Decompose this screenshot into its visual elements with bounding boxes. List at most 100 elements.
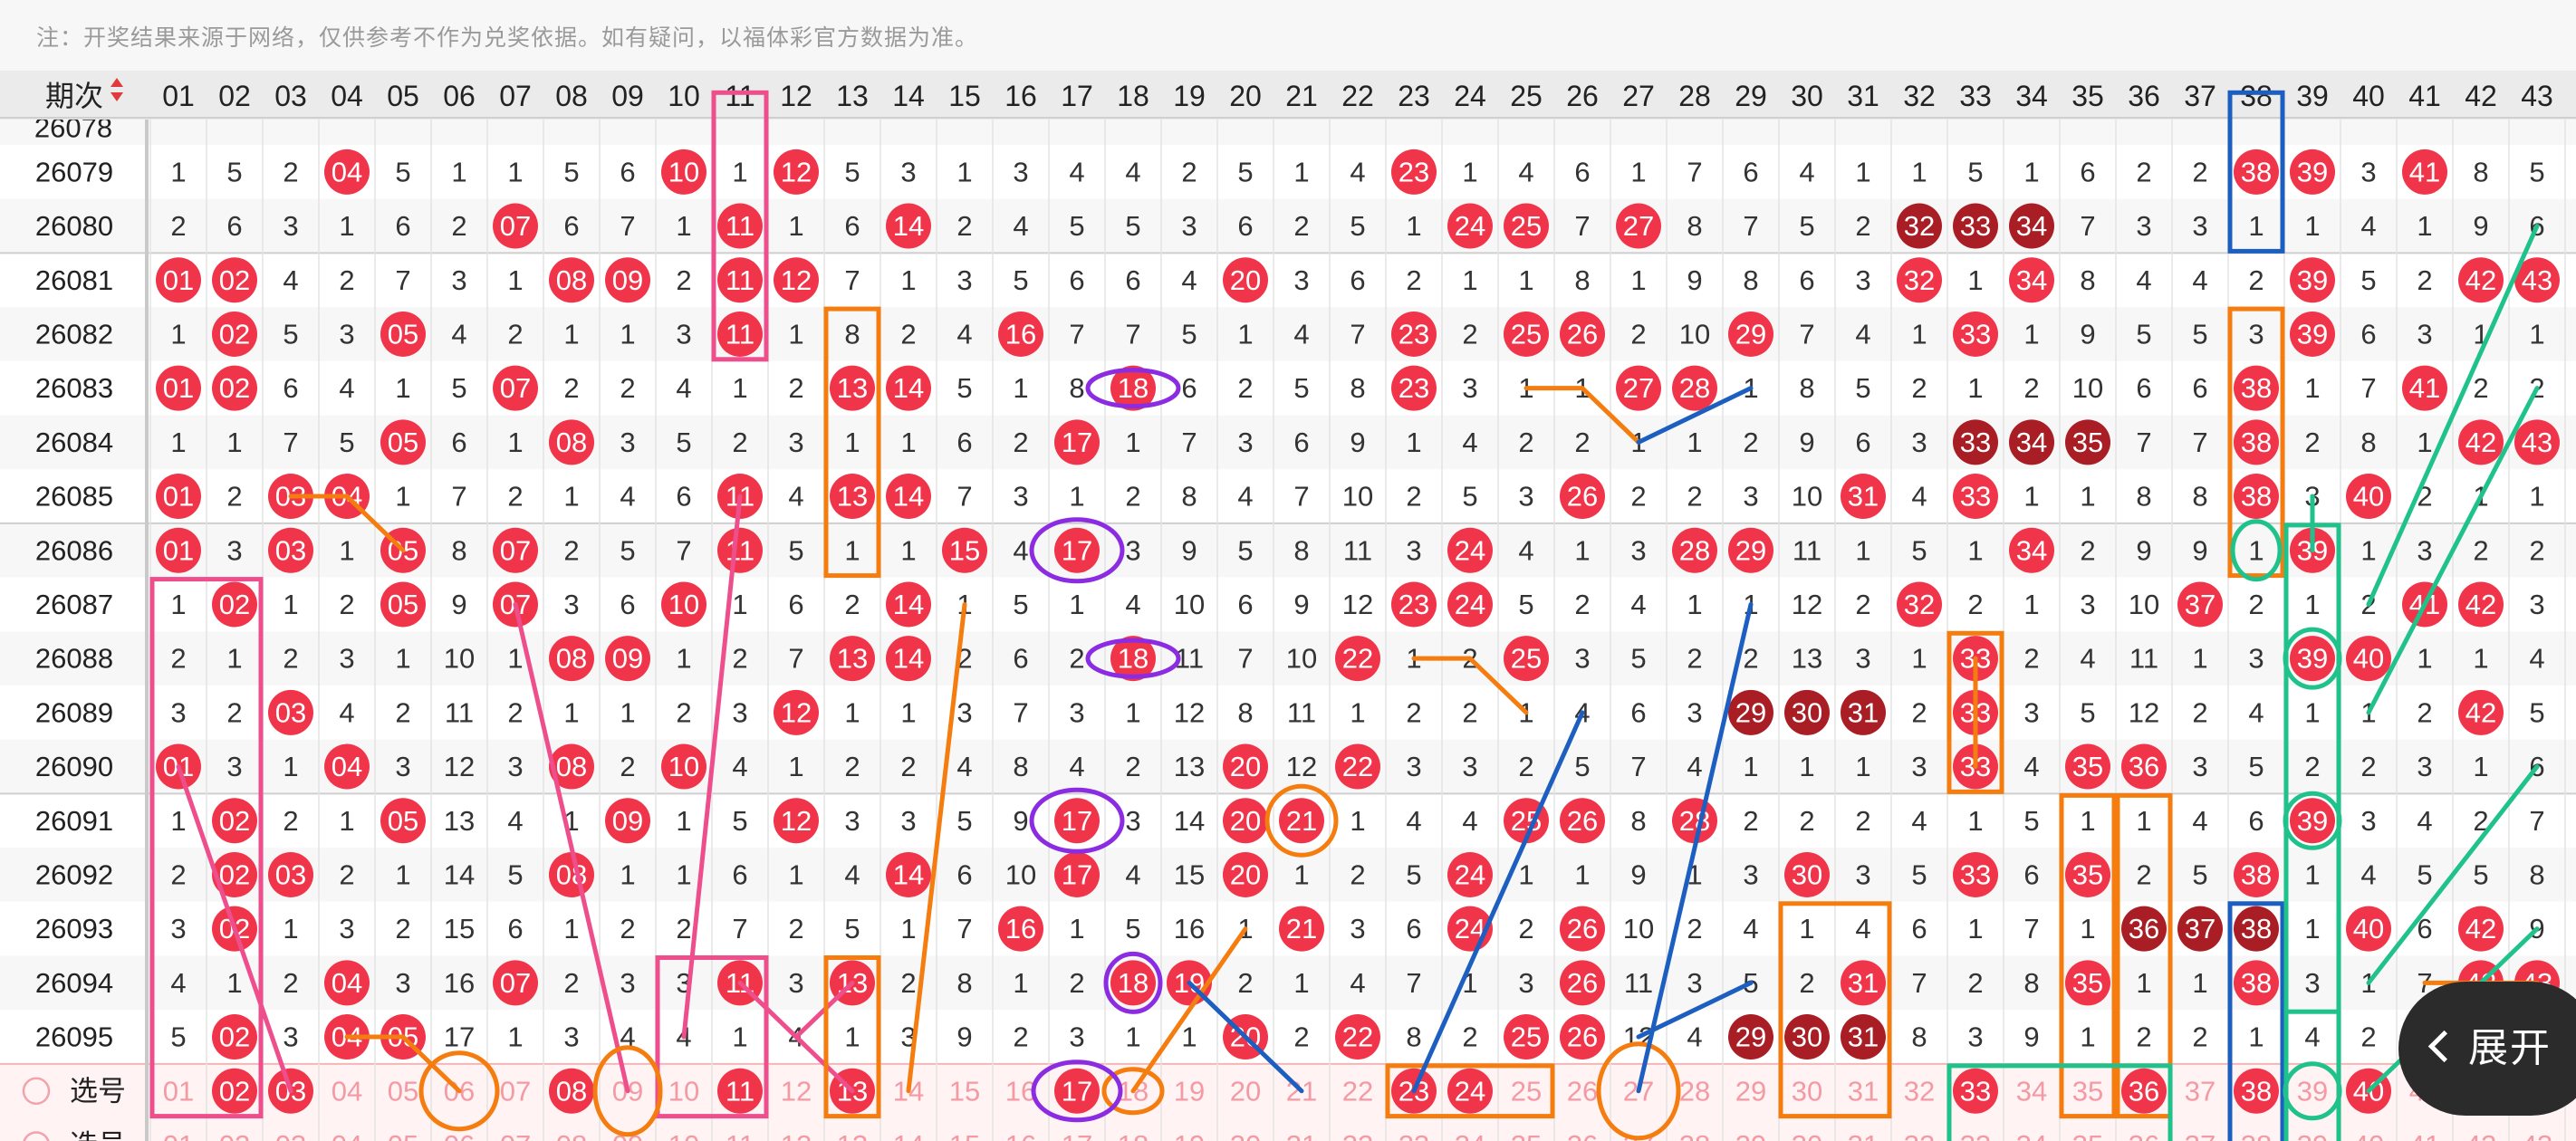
number-ball[interactable] <box>1841 960 1886 1006</box>
number-ball[interactable] <box>2290 257 2335 303</box>
select-number[interactable]: 17 <box>1062 1075 1092 1107</box>
select-number[interactable]: 22 <box>1342 1129 1373 1141</box>
select-ball[interactable] <box>1953 1068 1998 1114</box>
number-ball[interactable] <box>1504 311 1549 357</box>
select-number[interactable]: 35 <box>2072 1075 2103 1107</box>
number-ball[interactable] <box>1953 419 1998 465</box>
number-ball[interactable] <box>2402 365 2447 411</box>
select-number[interactable]: 24 <box>1455 1129 1485 1141</box>
number-ball[interactable] <box>1447 851 1493 897</box>
number-ball[interactable] <box>1672 798 1717 844</box>
number-ball[interactable] <box>1054 419 1100 465</box>
select-number[interactable]: 39 <box>2297 1129 2328 1141</box>
select-number[interactable]: 33 <box>1960 1075 1991 1107</box>
select-number[interactable]: 19 <box>1174 1129 1205 1141</box>
number-ball[interactable] <box>2234 419 2279 465</box>
select-radio[interactable] <box>23 1131 50 1141</box>
number-ball[interactable] <box>493 527 538 573</box>
number-ball[interactable] <box>2009 419 2054 465</box>
number-ball[interactable] <box>324 149 370 195</box>
number-ball[interactable] <box>1447 527 1493 573</box>
number-ball[interactable] <box>1447 581 1493 628</box>
number-ball[interactable] <box>1728 689 1773 735</box>
number-ball[interactable] <box>1504 1014 1549 1060</box>
number-ball[interactable] <box>2458 689 2504 735</box>
sort-down-icon[interactable] <box>111 92 123 101</box>
number-ball[interactable] <box>1560 1014 1605 1060</box>
number-ball[interactable] <box>1841 474 1886 520</box>
number-ball[interactable] <box>1672 527 1717 573</box>
select-number[interactable]: 05 <box>388 1075 418 1107</box>
select-number[interactable]: 13 <box>837 1129 868 1141</box>
number-ball[interactable] <box>1784 1014 1830 1060</box>
number-ball[interactable] <box>2346 636 2391 682</box>
number-ball[interactable] <box>774 689 819 735</box>
number-ball[interactable] <box>830 474 875 520</box>
number-ball[interactable] <box>493 203 538 249</box>
number-ball[interactable] <box>2065 960 2110 1006</box>
select-number[interactable]: 43 <box>2522 1129 2552 1141</box>
number-ball[interactable] <box>156 474 201 520</box>
number-ball[interactable] <box>717 257 763 303</box>
number-ball[interactable] <box>886 365 931 411</box>
number-ball[interactable] <box>549 743 594 790</box>
select-number[interactable]: 37 <box>2185 1129 2216 1141</box>
select-number[interactable]: 24 <box>1455 1075 1485 1107</box>
number-ball[interactable] <box>1223 798 1268 844</box>
select-number[interactable]: 01 <box>163 1129 194 1141</box>
number-ball[interactable] <box>2290 149 2335 195</box>
number-ball[interactable] <box>1560 311 1605 357</box>
select-number[interactable]: 32 <box>1904 1129 1935 1141</box>
number-ball[interactable] <box>2234 906 2279 952</box>
number-ball[interactable] <box>1616 203 1661 249</box>
number-ball[interactable] <box>1391 311 1437 357</box>
number-ball[interactable] <box>2346 474 2391 520</box>
number-ball[interactable] <box>886 636 931 682</box>
number-ball[interactable] <box>661 743 706 790</box>
number-ball[interactable] <box>212 257 257 303</box>
number-ball[interactable] <box>2009 527 2054 573</box>
number-ball[interactable] <box>605 798 650 844</box>
number-ball[interactable] <box>661 149 706 195</box>
number-ball[interactable] <box>1841 1014 1886 1060</box>
number-ball[interactable] <box>998 906 1043 952</box>
select-ball[interactable] <box>212 1068 257 1114</box>
number-ball[interactable] <box>1223 851 1268 897</box>
select-number[interactable]: 15 <box>949 1075 980 1107</box>
select-number[interactable]: 25 <box>1511 1129 1542 1141</box>
number-ball[interactable] <box>156 257 201 303</box>
select-number[interactable]: 38 <box>2241 1129 2272 1141</box>
number-ball[interactable] <box>212 798 257 844</box>
select-ball[interactable] <box>2234 1068 2279 1114</box>
select-number[interactable]: 26 <box>1567 1075 1598 1107</box>
select-radio[interactable] <box>22 1077 51 1105</box>
select-number[interactable]: 10 <box>668 1129 699 1141</box>
number-ball[interactable] <box>1616 365 1661 411</box>
select-number[interactable]: 31 <box>1848 1129 1879 1141</box>
select-number[interactable]: 12 <box>781 1129 812 1141</box>
trend-chart[interactable]: 26078 26079 1 5 2 04 5 1 1 5 6 10 1 12 5 3 1 3 4 4 2 5 1 4 23 1 4 6… <box>0 71 2576 1141</box>
number-ball[interactable] <box>717 311 763 357</box>
select-ball[interactable] <box>1447 1068 1493 1114</box>
select-number[interactable]: 02 <box>219 1129 250 1141</box>
number-ball[interactable] <box>1504 203 1549 249</box>
number-ball[interactable] <box>380 419 426 465</box>
select-number[interactable]: 35 <box>2072 1129 2103 1141</box>
number-ball[interactable] <box>2290 311 2335 357</box>
number-ball[interactable] <box>1784 851 1830 897</box>
number-ball[interactable] <box>212 365 257 411</box>
number-ball[interactable] <box>1897 581 1942 628</box>
number-ball[interactable] <box>1560 960 1605 1006</box>
number-ball[interactable] <box>268 689 313 735</box>
select-number[interactable]: 37 <box>2185 1075 2216 1107</box>
select-number[interactable]: 05 <box>388 1129 418 1141</box>
select-number[interactable]: 31 <box>1848 1075 1879 1107</box>
select-number[interactable]: 07 <box>500 1075 531 1107</box>
number-ball[interactable] <box>2177 906 2223 952</box>
number-ball[interactable] <box>605 257 650 303</box>
number-ball[interactable] <box>324 743 370 790</box>
select-number[interactable]: 32 <box>1904 1075 1935 1107</box>
select-number[interactable]: 01 <box>163 1075 194 1107</box>
number-ball[interactable] <box>2234 365 2279 411</box>
